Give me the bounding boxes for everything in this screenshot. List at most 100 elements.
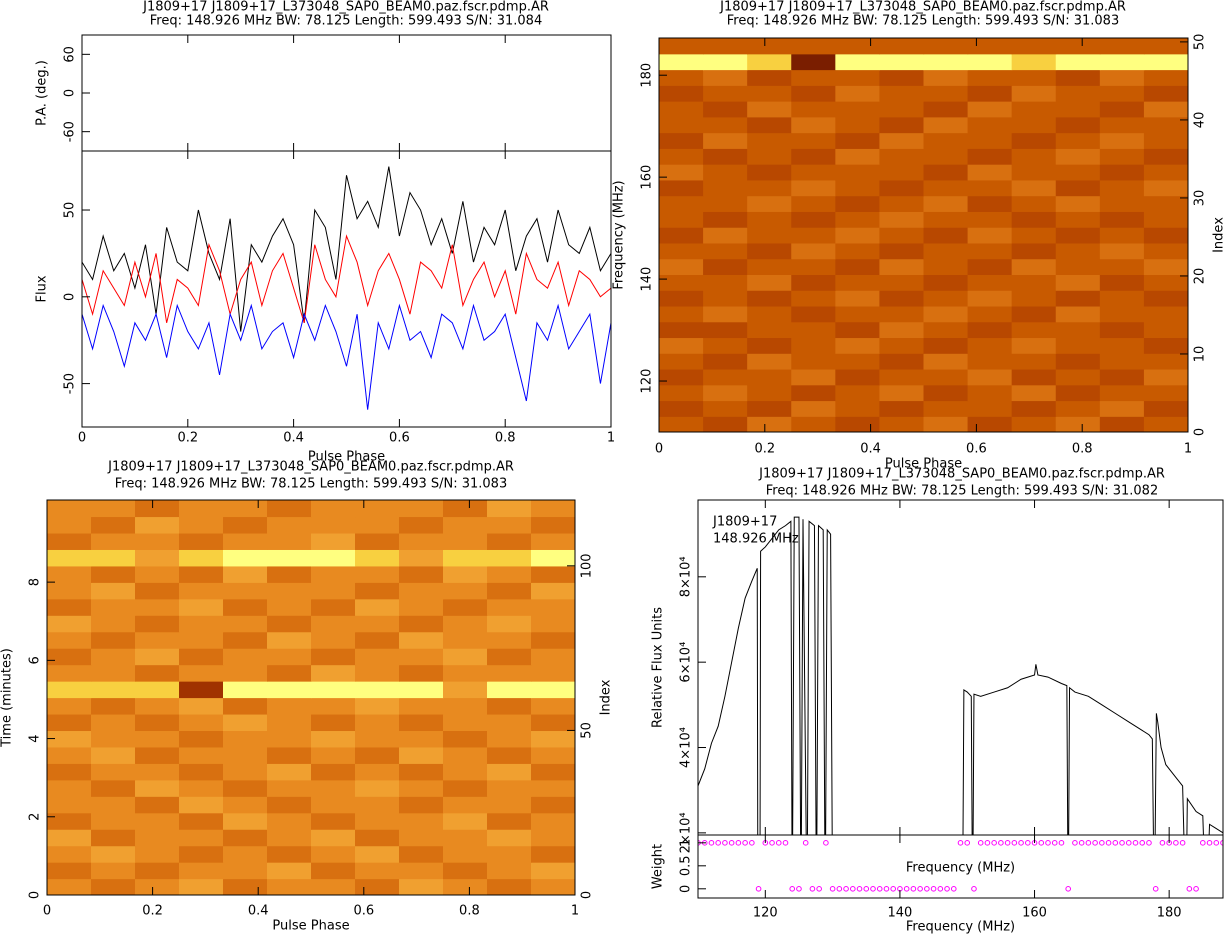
y-tick-label: 8 [28,578,43,586]
weight-point [1072,840,1078,846]
weight-point [930,886,937,892]
heatmap-cell [531,763,575,781]
heatmap-cell [135,500,180,518]
heatmap-cell [443,763,488,781]
heatmap-cell [223,631,268,649]
profile-line [82,234,611,323]
heatmap-cell [487,664,532,682]
heatmap-cell [1011,416,1057,432]
heatmap-cell [47,582,92,600]
heatmap-cell [1143,101,1188,118]
heatmap-cell [1099,116,1145,134]
weight-point [829,886,836,892]
heatmap-cell [135,582,180,600]
heatmap-cell [1143,227,1188,244]
heatmap-cell [1143,179,1188,197]
heatmap-cell [47,598,92,616]
heatmap-cell [967,148,1013,165]
heatmap-cell [747,305,792,323]
heatmap-cell [659,353,704,370]
heatmap-cell [443,565,488,583]
heatmap-cell [135,516,180,534]
heatmap-cell [443,681,488,699]
heatmap-cell [1055,400,1101,417]
heatmap-cell [791,38,836,55]
heatmap-cell [1011,353,1057,370]
weight-point [950,886,957,892]
heatmap-cell [835,274,881,291]
heatmap-cell [747,337,792,354]
chart-title: J1809+17 J1809+17_L373048_SAP0_BEAM0.paz… [758,467,1165,482]
heatmap-cell [923,337,969,354]
heatmap-cell [1011,148,1057,165]
heatmap-cell [47,532,92,550]
heatmap-cell [967,305,1013,323]
y-axis-label: Flux [35,275,50,302]
weight-point [1152,886,1159,892]
heatmap-cell [835,85,881,102]
heatmap-cell [923,148,969,165]
heatmap-cell [1055,132,1101,149]
weight-point [1186,886,1193,892]
heatmap-cell [747,148,792,165]
heatmap-cell [1011,195,1057,212]
heatmap-cell [355,796,400,814]
heatmap-cell [923,164,969,181]
heatmap-cell [487,878,532,895]
heatmap-cell [531,845,575,863]
heatmap-cell [1143,116,1188,134]
heatmap-cell [747,416,792,432]
weight-point [984,840,991,846]
weight-point [998,840,1004,846]
heatmap-cell [223,878,268,895]
heatmap-cell [47,615,92,633]
heatmap-cell [311,779,356,797]
heatmap-cell [179,746,224,764]
heatmap-cell [487,598,532,616]
weight-point [1051,840,1058,846]
heatmap-cell [179,664,224,682]
heatmap-cell [531,878,575,895]
heatmap-cell [135,862,180,880]
heatmap-cell [703,337,748,354]
heatmap-cell [659,227,704,244]
heatmap-cell [355,582,400,600]
heatmap-cell [879,211,925,228]
heatmap-cell [835,400,881,417]
heatmap-cell [659,321,704,339]
heatmap-cell [531,862,575,880]
heatmap-cell [1011,321,1057,339]
heatmap-cell [267,862,312,880]
heatmap-cell [1099,384,1145,402]
heatmap-cell [399,730,444,748]
heatmap-cell [659,132,704,149]
heatmap-cell [443,779,488,797]
heatmap-cell [179,779,224,797]
heatmap-cell [967,132,1013,149]
heatmap-cell [355,763,400,781]
x-tick-label: 1 [607,431,615,446]
weight-point [1058,840,1065,846]
heatmap-cell [747,274,792,291]
heatmap-cell [179,582,224,600]
heatmap-cell [1143,400,1188,417]
heatmap-cell [91,779,136,797]
heatmap-cell [223,730,268,748]
heatmap-cell [747,38,792,55]
pa-axis-label: P.A. (deg.) [35,60,50,126]
heatmap-cell [791,53,836,71]
heatmap-cell [399,713,444,732]
heatmap-cell [267,615,312,633]
heatmap-cell [923,321,969,339]
heatmap-cell [47,631,92,649]
heatmap-cell [1143,290,1188,307]
y-tick-label: -50 [63,373,78,394]
heatmap-cell [443,878,488,895]
heatmap-cell [487,532,532,550]
heatmap-cell [443,532,488,550]
heatmap-cell [267,631,312,649]
heatmap-cell [135,631,180,649]
heatmap-cell [91,565,136,583]
weight-point [1011,840,1018,846]
weight-point [1173,840,1179,846]
